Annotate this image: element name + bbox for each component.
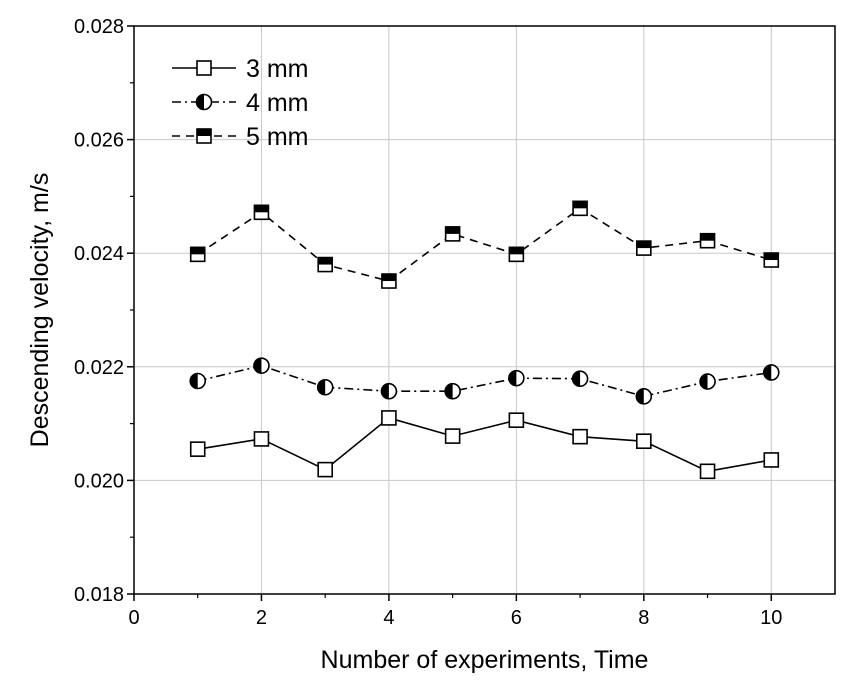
data-point bbox=[381, 410, 397, 426]
x-tick-label: 4 bbox=[383, 607, 394, 629]
x-tick-label: 8 bbox=[638, 607, 649, 629]
data-point bbox=[508, 246, 525, 263]
series-line bbox=[197, 417, 772, 473]
legend-label: 4 mm bbox=[246, 89, 309, 117]
data-point bbox=[699, 463, 716, 480]
y-tick-label: 0.020 bbox=[74, 470, 124, 492]
data-point bbox=[444, 428, 461, 444]
data-point bbox=[763, 252, 780, 268]
data-point bbox=[316, 378, 334, 396]
x-tick-label: 10 bbox=[760, 607, 782, 629]
data-point bbox=[636, 240, 652, 256]
data-point bbox=[317, 461, 333, 478]
data-point bbox=[253, 204, 270, 221]
data-point bbox=[381, 273, 397, 289]
y-axis-title: Descending velocity, m/s bbox=[26, 173, 54, 448]
data-point bbox=[699, 373, 716, 390]
legend-marker bbox=[196, 60, 212, 76]
y-tick-label: 0.026 bbox=[74, 130, 124, 152]
y-tick-label: 0.018 bbox=[74, 584, 124, 606]
data-point bbox=[636, 433, 652, 450]
legend-marker bbox=[196, 128, 212, 144]
data-point bbox=[508, 412, 525, 428]
data-point bbox=[763, 452, 780, 468]
legend-item: 3 mm bbox=[172, 55, 309, 83]
legend-marker bbox=[195, 93, 213, 111]
data-point bbox=[189, 372, 207, 390]
y-tick-label: 0.024 bbox=[74, 243, 124, 265]
legend-label: 3 mm bbox=[246, 55, 309, 83]
data-point bbox=[572, 428, 588, 445]
grid-lines bbox=[134, 26, 835, 594]
series-layer bbox=[189, 200, 780, 480]
legend-label: 5 mm bbox=[246, 123, 309, 151]
data-point bbox=[571, 370, 589, 388]
data-point bbox=[635, 388, 653, 405]
x-axis-title: Number of experiments, Time bbox=[321, 646, 649, 674]
data-point bbox=[253, 431, 270, 447]
y-tick-label: 0.022 bbox=[74, 357, 124, 379]
data-point bbox=[317, 256, 333, 273]
data-point bbox=[444, 382, 461, 400]
series-5-mm bbox=[189, 200, 780, 289]
x-tick-label: 6 bbox=[511, 607, 522, 629]
data-point bbox=[253, 357, 270, 374]
x-tick-label: 2 bbox=[256, 607, 267, 629]
data-point bbox=[189, 246, 206, 263]
data-point bbox=[572, 200, 588, 217]
data-point bbox=[444, 226, 461, 242]
y-tick-label: 0.028 bbox=[74, 16, 124, 38]
data-point bbox=[189, 441, 206, 457]
legend-item: 4 mm bbox=[172, 89, 309, 117]
series-3-mm bbox=[189, 410, 780, 480]
series-line bbox=[197, 207, 772, 282]
x-tick-label: 0 bbox=[128, 607, 139, 629]
plot-frame bbox=[133, 25, 836, 595]
series-line bbox=[197, 364, 772, 398]
data-point bbox=[762, 364, 780, 381]
axis-ticks: 0 2 4 6 8 10 0.018 0.020 0.022 0.024 0.026 0.028 bbox=[74, 16, 782, 629]
series-4-mm bbox=[189, 357, 780, 405]
data-point bbox=[380, 382, 398, 400]
legend: 3 mm 4 mm 5 mm bbox=[172, 55, 309, 151]
data-point bbox=[699, 232, 716, 249]
data-point bbox=[508, 369, 525, 387]
legend-item: 5 mm bbox=[172, 123, 309, 151]
